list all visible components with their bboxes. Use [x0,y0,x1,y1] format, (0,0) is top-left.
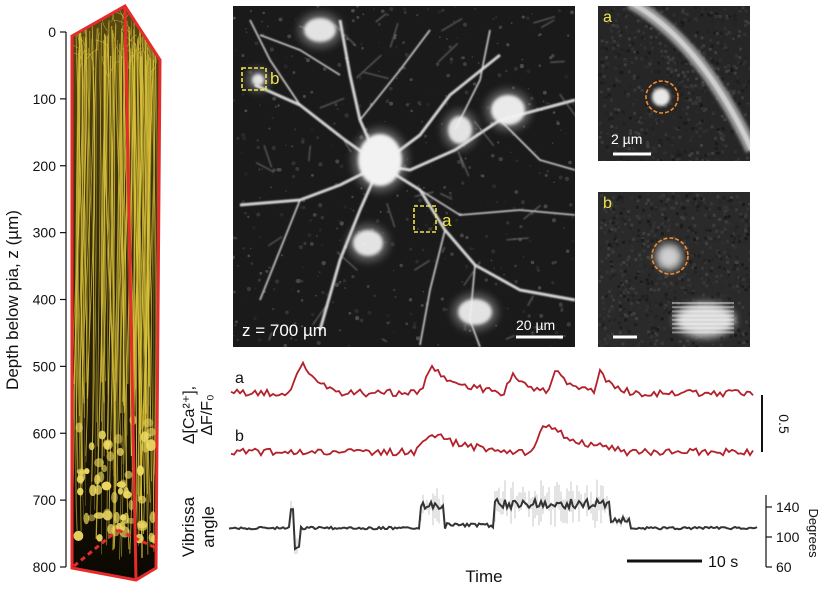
trace-b-line [230,423,754,458]
inset-a: a 2 µm [598,6,750,161]
calcium-traces: Δ[Ca²⁺], ΔF/F₀ a b 0.5 [181,360,792,458]
inset-b-label: b [603,195,612,212]
inset-b: b [598,192,750,347]
render-floor-dashed [73,528,119,568]
depth-tick-label: 400 [33,292,57,308]
vibrissa-label-line1: Vibrissa [179,496,198,557]
trace-ylabel-line2: ΔF/F₀ [199,394,216,435]
time-axis-label: Time [465,567,502,586]
roi-circle-b [651,237,689,275]
neuron-3d-render [70,3,162,582]
vibrissa-tick-label: 140 [776,499,800,515]
main-scale-label: 20 µm [516,317,555,333]
time-scale-label: 10 s [708,554,738,571]
vibrissa-raw-envelope [290,479,630,555]
vibrissa-label-line2: angle [199,506,218,548]
roi-label-b: b [270,69,279,88]
depth-tick-label: 800 [33,559,57,575]
roi-label-a: a [442,211,452,230]
trace-scale-label: 0.5 [776,414,792,434]
depth-axis: Depth below pia, z (µm) 0 100 200 300 400 500… [3,24,67,575]
vibrissa-ticks: 60 100 140 [766,499,800,575]
depth-tick-label: 700 [33,492,57,508]
roi-circle-a [645,80,679,114]
inset-a-scale-label: 2 µm [611,131,642,147]
depth-label: z = 700 µm [242,321,327,340]
depth-tick-label: 500 [33,358,57,374]
trace-ylabel-line1: Δ[Ca²⁺], [181,386,198,444]
depth-tick-label: 200 [33,158,57,174]
roi-box-b [241,67,267,91]
trace-a-line [230,360,754,399]
main-image: b a z = 700 µm 20 µm [233,6,575,347]
depth-tick-label: 0 [48,24,56,40]
depth-tick-label: 600 [33,425,57,441]
vibrissa-tick-label: 60 [776,559,792,575]
trace-b-label: b [235,428,244,445]
vibrissa-tick-label: 100 [776,529,800,545]
depth-tick-label: 100 [33,91,57,107]
vibrissa-mean-trace [228,496,758,551]
depth-axis-label: Depth below pia, z (µm) [3,210,22,390]
trace-a-label: a [235,370,244,387]
vibrissa-panel: Vibrissa angle 60 100 140 Degrees 10 s Tim… [179,479,821,586]
inset-a-label: a [603,9,612,26]
vibrissa-axis-label: Degrees [806,508,821,558]
depth-ticks: 0 100 200 300 400 500 600 700 800 [33,24,66,575]
depth-tick-label: 300 [33,225,57,241]
